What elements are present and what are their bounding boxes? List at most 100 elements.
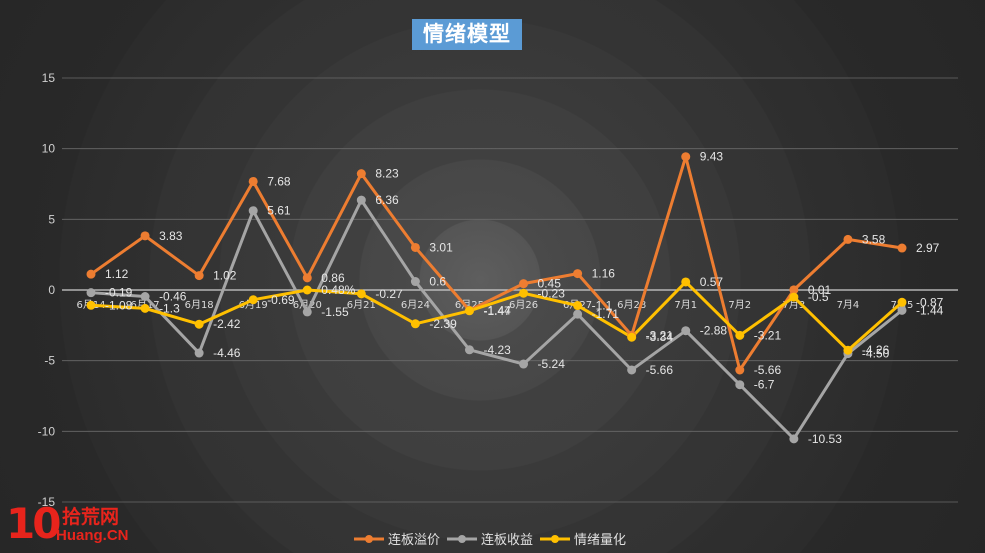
data-label: -1.08 bbox=[105, 298, 133, 312]
data-point bbox=[410, 277, 420, 287]
x-tick-label: 6月18 bbox=[185, 299, 214, 311]
data-label: -0.87 bbox=[916, 295, 944, 309]
data-label: 0.57 bbox=[700, 275, 724, 289]
legend-swatch-marker bbox=[365, 535, 373, 543]
data-label: -0.5 bbox=[808, 290, 829, 304]
data-label: -4.26 bbox=[862, 343, 890, 357]
data-label: 1.12 bbox=[105, 267, 129, 281]
data-label: 9.43 bbox=[700, 150, 724, 164]
data-label: 3.01 bbox=[429, 240, 453, 254]
legend-swatch-marker bbox=[458, 535, 466, 543]
logo-domain: Huang.CN bbox=[56, 527, 129, 544]
series-line-1 bbox=[90, 155, 903, 372]
data-label: -2.42 bbox=[213, 317, 241, 331]
data-label: -5.66 bbox=[646, 363, 674, 377]
data-label: -5.66 bbox=[754, 363, 782, 377]
data-label: -1.71 bbox=[592, 307, 620, 321]
data-label: -1.1 bbox=[592, 299, 613, 313]
data-point bbox=[735, 330, 745, 340]
data-label: 0.45 bbox=[538, 277, 562, 291]
data-point bbox=[194, 271, 204, 281]
data-label: 3.58 bbox=[862, 232, 886, 246]
data-label: -0.27 bbox=[375, 287, 403, 301]
data-point bbox=[86, 288, 96, 298]
data-point bbox=[735, 380, 745, 390]
data-point bbox=[573, 269, 583, 279]
data-label: 0.86 bbox=[321, 271, 345, 285]
data-label: -1.47 bbox=[483, 304, 511, 318]
data-label: -0.19 bbox=[105, 286, 133, 300]
data-label: 3.83 bbox=[159, 229, 183, 243]
data-point bbox=[464, 306, 474, 316]
data-label: 1.16 bbox=[592, 267, 616, 281]
data-point bbox=[897, 297, 907, 307]
data-point bbox=[410, 319, 420, 329]
data-point bbox=[843, 345, 853, 355]
data-point bbox=[140, 303, 150, 313]
data-label: 8.23 bbox=[375, 167, 399, 181]
data-label: -1.44 bbox=[916, 303, 944, 317]
y-tick-label: 15 bbox=[42, 71, 56, 85]
data-label: -1.55 bbox=[321, 305, 349, 319]
y-tick-label: -10 bbox=[38, 424, 56, 438]
data-label: 0.6 bbox=[429, 275, 446, 289]
data-point bbox=[519, 279, 529, 289]
data-point bbox=[86, 269, 96, 279]
data-label: -2.88 bbox=[700, 324, 728, 338]
data-point bbox=[519, 359, 529, 369]
data-point bbox=[843, 234, 853, 244]
data-point bbox=[681, 326, 691, 336]
data-point bbox=[627, 365, 637, 375]
data-label: -2.39 bbox=[429, 317, 457, 331]
data-point bbox=[86, 300, 96, 310]
data-label: -1.3 bbox=[159, 301, 180, 315]
data-label: -0.23 bbox=[538, 286, 566, 300]
data-point bbox=[897, 305, 907, 315]
data-point bbox=[194, 348, 204, 358]
site-logo: 10 拾荒网 Huang.CN bbox=[4, 500, 144, 550]
legend-label: 连板溢价 bbox=[388, 532, 440, 548]
x-tick-label: 6月26 bbox=[509, 299, 538, 311]
data-point bbox=[410, 242, 420, 252]
data-point bbox=[789, 285, 799, 295]
data-point bbox=[789, 434, 799, 444]
data-point bbox=[464, 345, 474, 355]
data-labels: 1.12 3.83 1.02 7.68 0.86 8.23 3.01 -1.44 0.45 1.1… bbox=[105, 150, 944, 446]
x-tick-label: 7月2 bbox=[728, 299, 751, 311]
data-point bbox=[356, 169, 366, 179]
data-label: 6.36 bbox=[375, 193, 399, 207]
x-tick-label: 7月1 bbox=[674, 299, 697, 311]
data-label: 0.48% bbox=[321, 283, 355, 297]
data-point bbox=[356, 195, 366, 205]
data-label: 5.61 bbox=[267, 204, 291, 218]
data-point bbox=[140, 292, 150, 302]
data-point bbox=[194, 319, 204, 329]
data-point bbox=[519, 288, 529, 298]
data-point bbox=[789, 292, 799, 302]
data-label: -3.21 bbox=[754, 328, 782, 342]
data-label: 2.97 bbox=[916, 241, 940, 255]
data-point bbox=[248, 176, 258, 186]
data-point bbox=[573, 309, 583, 319]
data-label: 7.68 bbox=[267, 174, 291, 188]
x-tick-label: 6月20 bbox=[293, 299, 322, 311]
data-label: -1.44 bbox=[483, 303, 511, 317]
data-point bbox=[627, 332, 637, 342]
data-point bbox=[248, 295, 258, 305]
data-point bbox=[140, 231, 150, 241]
data-label: -10.53 bbox=[808, 432, 842, 446]
logo-name: 拾荒网 bbox=[62, 506, 120, 528]
data-label: -3.21 bbox=[646, 328, 674, 342]
chart-title: 情绪模型 bbox=[412, 19, 522, 50]
series-points bbox=[86, 152, 907, 444]
legend-label: 连板收益 bbox=[481, 532, 533, 548]
series-line-2 bbox=[90, 198, 903, 441]
data-label: -0.69 bbox=[267, 293, 295, 307]
data-label: 0.01 bbox=[808, 283, 832, 297]
y-tick-label: 5 bbox=[48, 212, 55, 226]
data-point bbox=[681, 152, 691, 162]
data-point bbox=[302, 307, 312, 317]
y-tick-label: -5 bbox=[44, 354, 55, 368]
data-label: -4.50 bbox=[862, 347, 890, 361]
